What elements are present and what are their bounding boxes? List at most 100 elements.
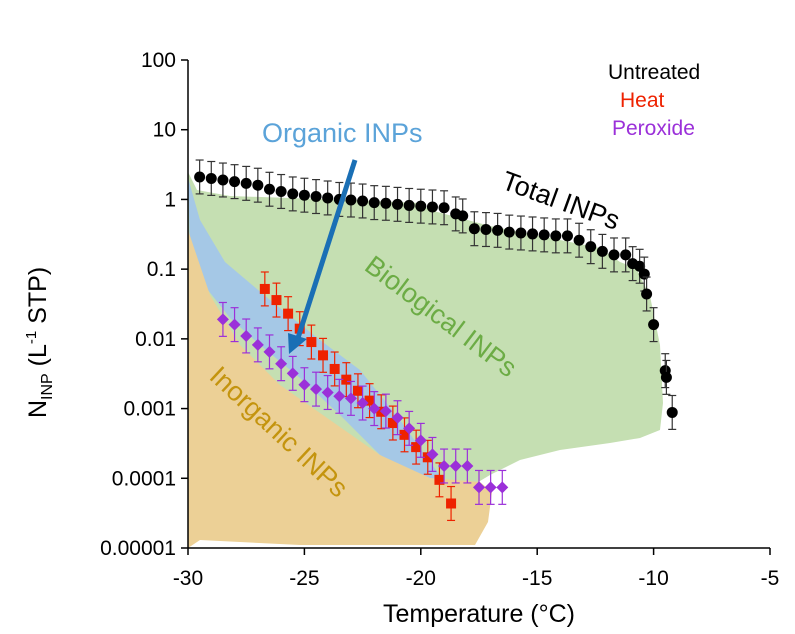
data-point-heat [283,308,294,319]
data-point-untreated [438,202,450,214]
data-point-peroxide [240,329,253,342]
data-point-peroxide [449,460,462,473]
data-point-untreated [550,230,562,242]
data-point-untreated [229,176,241,188]
y-axis-title: NINP (L-1 STP) [23,267,56,418]
data-point-heat [306,337,317,348]
data-point-untreated [638,268,650,280]
data-point-untreated [240,177,252,189]
data-point-peroxide [310,383,323,396]
data-point-heat [352,385,363,396]
data-series [194,159,678,522]
data-point-untreated [666,406,678,418]
data-point-peroxide [356,397,369,410]
data-point-heat [271,295,282,306]
data-point-untreated [310,191,322,203]
x-tick-label: -10 [638,567,668,590]
data-point-peroxide [333,390,346,403]
data-point-peroxide [484,481,497,494]
axis-titles: Temperature (°C) NINP (L-1 STP) [23,267,575,628]
shaded-regions [188,172,663,548]
organic-arrow-head [288,333,307,354]
y-axis-title-close: STP) [24,267,52,331]
data-point-heat [318,350,329,361]
data-point-peroxide [391,411,404,424]
data-point-untreated [457,210,469,222]
y-tick-label: 0.00001 [100,537,176,560]
data-point-untreated [194,171,206,183]
data-point-untreated [392,198,404,210]
data-point-peroxide [414,434,427,447]
y-tick-label: 0.0001 [112,467,176,490]
data-point-untreated [357,195,369,207]
data-point-untreated [596,245,608,257]
data-point-peroxide [251,338,264,351]
series-untreated [194,159,678,430]
y-tick-label: 100 [141,49,176,72]
data-point-heat [434,474,445,485]
organic-inps-label: Organic INPs [262,118,423,148]
data-point-untreated [561,230,573,242]
data-point-untreated [275,185,287,197]
inorganic-inps-region [188,230,492,548]
data-point-peroxide [275,357,288,370]
legend: Untreated Heat Peroxide [608,61,700,140]
data-point-heat [259,283,270,294]
data-point-untreated [620,249,632,261]
data-point-peroxide [263,345,276,358]
y-axis-title-sup: -1 [23,331,40,344]
y-axis-title-open: (L [24,344,52,373]
data-point-untreated [380,197,392,209]
y-axis-title-base: N [24,400,52,418]
data-point-peroxide [379,405,392,418]
y-axis-title-sub: INP [39,373,56,400]
data-point-heat [341,374,352,385]
data-point-untreated [298,189,310,201]
data-point-peroxide [286,367,299,380]
data-point-peroxide [298,378,311,391]
data-point-peroxide [473,481,485,494]
y-tick-label: 0.01 [135,328,176,351]
data-point-untreated [527,228,539,240]
data-point-untreated [287,188,299,200]
data-point-untreated [205,172,217,184]
data-point-untreated [503,226,515,238]
organic-arrow-shaft [295,159,358,339]
data-point-untreated [468,223,480,235]
data-point-untreated [538,229,550,241]
y-tick-label: 1 [164,188,176,211]
data-point-peroxide [461,460,474,473]
data-point-peroxide [228,318,241,331]
data-point-untreated [252,179,264,191]
data-point-peroxide [344,392,357,405]
legend-item-heat: Heat [620,89,665,112]
data-point-untreated [641,288,653,300]
axes: -30 -25 -20 -15 -10 -5 0.00001 0.0001 0.001 0.01 0… [100,49,779,590]
series-peroxide [216,301,509,505]
data-point-peroxide [496,481,509,494]
x-tick-label: -5 [761,567,780,590]
data-point-heat [387,418,398,429]
data-point-untreated [368,197,380,209]
legend-item-untreated: Untreated [608,61,700,84]
data-point-untreated [608,249,620,261]
data-point-untreated [585,241,597,253]
y-tick-label: 0.001 [123,398,176,421]
data-point-untreated [515,227,527,239]
data-point-heat [422,452,433,463]
data-point-untreated [403,199,415,211]
data-point-heat [399,429,410,440]
data-point-untreated [322,192,334,204]
x-tick-label: -20 [406,567,436,590]
data-point-heat [329,363,340,374]
data-point-untreated [345,194,357,206]
legend-item-peroxide: Peroxide [612,117,695,140]
data-point-untreated [660,371,672,383]
data-point-untreated [648,319,660,331]
data-point-untreated [263,183,275,195]
data-point-heat [411,442,422,453]
data-point-peroxide [216,313,229,326]
data-point-peroxide [438,460,451,473]
data-point-untreated [415,200,427,212]
